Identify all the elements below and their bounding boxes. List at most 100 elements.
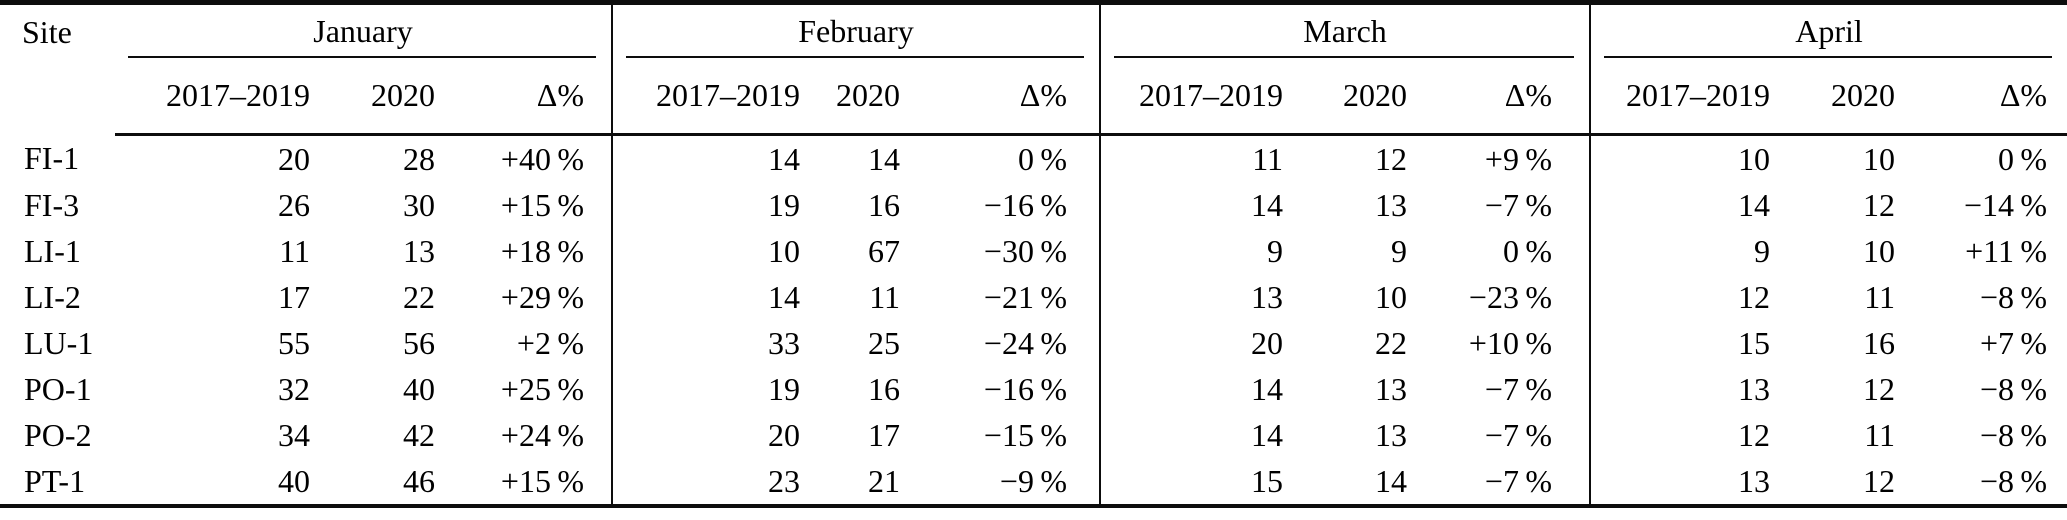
cell-mean-2017-2019: 20: [611, 412, 801, 458]
cell-value-2020: 12: [1863, 462, 1896, 499]
subheader-2017-2019: 2017–2019: [115, 58, 310, 136]
cell-value-2020: 16: [1863, 324, 1896, 361]
cell-delta-percent: +24 %: [500, 416, 585, 453]
cell-mean-2017-2019: 14: [1099, 366, 1284, 412]
cell-mean-2017-2019: 9: [1589, 228, 1771, 274]
month-header-april: April: [1589, 2, 2067, 58]
cell-mean-2017-2019: 33: [611, 320, 801, 366]
cell-mean-2017-2019: 32: [278, 370, 310, 407]
cell-mean-2017-2019: 14: [611, 134, 801, 182]
cell-delta-percent: −8 %: [1979, 278, 2048, 315]
site-label: LI-2: [24, 278, 81, 315]
cell-value-2020: 46: [403, 462, 435, 499]
subheader-2017-2019: 2017–2019: [1099, 58, 1284, 136]
cell-value-2020: 9: [1391, 232, 1408, 269]
cell-delta-percent: −14 %: [1963, 186, 2048, 223]
site-label: LU-1: [24, 324, 94, 361]
cell-delta-percent: −16 %: [983, 186, 1068, 223]
cell-delta-percent: −8 %: [1979, 416, 2048, 453]
cell-delta-percent: −7 %: [1484, 186, 1553, 223]
cell-delta-percent: −23 %: [1468, 278, 1553, 315]
cell-delta-percent: +40 %: [500, 140, 585, 177]
cell-mean-2017-2019: 15: [1099, 458, 1284, 506]
cell-value-2020: 13: [1375, 186, 1408, 223]
cell-value-2020: 10: [1375, 278, 1408, 315]
cell-mean-2017-2019: 40: [278, 462, 310, 499]
cell-value-2020: 22: [1375, 324, 1408, 361]
cell-delta-percent: 0 %: [1502, 232, 1553, 269]
cell-mean-2017-2019: 11: [279, 232, 310, 269]
cell-value-2020: 40: [403, 370, 435, 407]
cell-delta-percent: +7 %: [1979, 324, 2048, 361]
cell-value-2020: 16: [868, 370, 901, 407]
table-row: LU-1 55 56 +2 % 33 25 −24 % 20 22 +10 % 15 16 +7 %: [0, 320, 2067, 366]
cell-delta-percent: −7 %: [1484, 462, 1553, 499]
subheader-2017-2019: 2017–2019: [611, 58, 801, 136]
cell-value-2020: 10: [1863, 140, 1896, 177]
cell-value-2020: 30: [403, 186, 435, 223]
monthly-comparison-table: Site January February March April 2017–2…: [0, 0, 2067, 508]
cell-value-2020: 16: [868, 186, 901, 223]
cell-mean-2017-2019: 9: [1099, 228, 1284, 274]
cell-mean-2017-2019: 20: [278, 140, 310, 177]
cell-delta-percent: −9 %: [999, 462, 1068, 499]
cell-value-2020: 14: [1375, 462, 1408, 499]
table-body: FI-1 20 28 +40 % 14 14 0 % 11 12 +9 % 10 10 0 % FI-3 2…: [0, 134, 2067, 506]
table-row: PO-2 34 42 +24 % 20 17 −15 % 14 13 −7 % 12 11 −8 %: [0, 412, 2067, 458]
cell-delta-percent: −15 %: [983, 416, 1068, 453]
cell-mean-2017-2019: 20: [1099, 320, 1284, 366]
month-header-february: February: [611, 2, 1101, 58]
cell-delta-percent: +2 %: [516, 324, 585, 361]
month-header-row: Site January February March April: [0, 2, 2067, 59]
site-label: PO-1: [24, 370, 92, 407]
cell-mean-2017-2019: 13: [1589, 458, 1771, 506]
cell-delta-percent: +11 %: [1965, 232, 2048, 269]
cell-delta-percent: +25 %: [500, 370, 585, 407]
cell-value-2020: 21: [868, 462, 901, 499]
cell-value-2020: 25: [868, 324, 901, 361]
subheader-2017-2019: 2017–2019: [1589, 58, 1771, 136]
subheader-2020: 2020: [800, 58, 901, 136]
cell-delta-percent: −8 %: [1979, 462, 2048, 499]
month-header-march: March: [1099, 2, 1591, 58]
cell-delta-percent: +15 %: [500, 462, 585, 499]
cell-mean-2017-2019: 19: [611, 182, 801, 228]
cell-mean-2017-2019: 13: [1099, 274, 1284, 320]
cell-mean-2017-2019: 14: [1099, 182, 1284, 228]
cell-value-2020: 11: [1864, 278, 1896, 315]
subheader-delta-percent: Δ%: [1407, 58, 1591, 136]
cell-delta-percent: −21 %: [983, 278, 1068, 315]
cell-value-2020: 14: [868, 140, 901, 177]
cell-mean-2017-2019: 10: [1589, 134, 1771, 182]
cell-value-2020: 22: [403, 278, 435, 315]
subheader-delta-percent: Δ%: [900, 58, 1101, 136]
cell-mean-2017-2019: 26: [278, 186, 310, 223]
subheader-2020: 2020: [1283, 58, 1408, 136]
cell-value-2020: 13: [1375, 370, 1408, 407]
cell-delta-percent: 0 %: [1997, 140, 2048, 177]
subheader-delta-percent: Δ%: [1895, 58, 2067, 136]
subheader-2020: 2020: [1770, 58, 1896, 136]
site-label: LI-1: [24, 232, 81, 269]
cell-mean-2017-2019: 23: [611, 458, 801, 506]
site-label: FI-3: [24, 186, 80, 223]
table-row: FI-3 26 30 +15 % 19 16 −16 % 14 13 −7 % 14 12 −14 %: [0, 182, 2067, 228]
cell-mean-2017-2019: 11: [1099, 134, 1284, 182]
table-row: LI-1 11 13 +18 % 10 67 −30 % 9 9 0 % 9 10 +11 %: [0, 228, 2067, 274]
cell-value-2020: 67: [868, 232, 901, 269]
cell-value-2020: 56: [403, 324, 435, 361]
cell-delta-percent: −24 %: [983, 324, 1068, 361]
table-row: FI-1 20 28 +40 % 14 14 0 % 11 12 +9 % 10 10 0 %: [0, 134, 2067, 182]
site-column-header: Site: [22, 14, 72, 50]
cell-delta-percent: −8 %: [1979, 370, 2048, 407]
cell-value-2020: 42: [403, 416, 435, 453]
subheader-2020: 2020: [310, 58, 435, 136]
cell-delta-percent: −30 %: [983, 232, 1068, 269]
cell-value-2020: 11: [869, 278, 901, 315]
cell-mean-2017-2019: 34: [278, 416, 310, 453]
cell-delta-percent: +18 %: [500, 232, 585, 269]
cell-delta-percent: −16 %: [983, 370, 1068, 407]
cell-mean-2017-2019: 12: [1589, 274, 1771, 320]
cell-value-2020: 11: [1864, 416, 1896, 453]
month-header-january: January: [115, 3, 612, 59]
